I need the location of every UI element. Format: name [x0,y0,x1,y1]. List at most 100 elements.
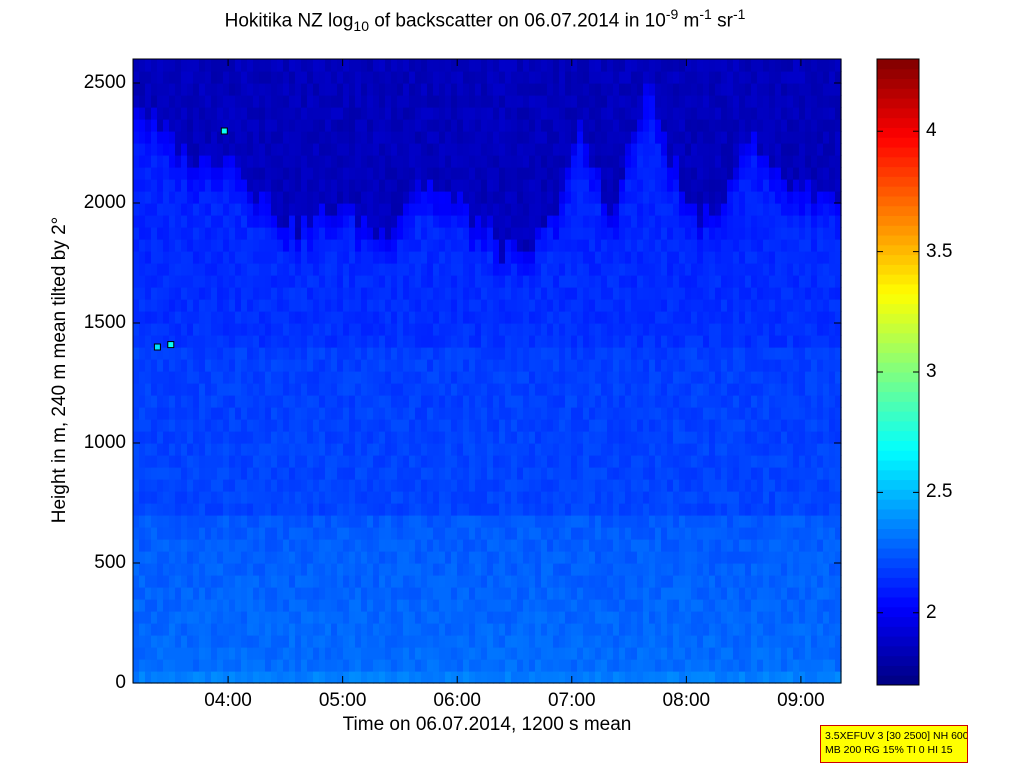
heatmap-cell [625,227,632,240]
heatmap-cell [451,431,458,444]
heatmap-cell [163,455,170,468]
heatmap-cell [337,551,344,564]
heatmap-cell [379,179,386,192]
heatmap-cell [511,167,518,180]
heatmap-cell [295,527,302,540]
heatmap-cell [367,251,374,264]
heatmap-cell [229,131,236,144]
heatmap-cell [637,215,644,228]
heatmap-cell [439,239,446,252]
heatmap-cell [553,359,560,372]
heatmap-cell [637,227,644,240]
heatmap-cell [475,467,482,480]
heatmap-cell [493,503,500,516]
heatmap-cell [169,491,176,504]
heatmap-cell [139,335,146,348]
heatmap-cell [361,551,368,564]
heatmap-cell [331,83,338,96]
heatmap-cell [499,431,506,444]
heatmap-cell [211,407,218,420]
heatmap-cell [331,179,338,192]
heatmap-cell [277,419,284,432]
heatmap-cell [133,443,140,456]
heatmap-cell [523,347,530,360]
heatmap-cell [421,539,428,552]
heatmap-cell [631,215,638,228]
heatmap-cell [163,323,170,336]
heatmap-cell [145,383,152,396]
heatmap-cell [703,431,710,444]
heatmap-cell [199,299,206,312]
heatmap-cell [643,467,650,480]
chart-title: Hokitika NZ log10 of backscatter on 06.0… [224,6,746,35]
heatmap-cell [271,587,278,600]
heatmap-cell [385,167,392,180]
heatmap-cell [535,347,542,360]
heatmap-cell [307,491,314,504]
heatmap-cell [619,551,626,564]
heatmap-cell [661,251,668,264]
heatmap-cell [661,83,668,96]
heatmap-cell [481,491,488,504]
heatmap-cell [565,71,572,84]
heatmap-cell [235,515,242,528]
heatmap-cell [223,455,230,468]
heatmap-cell [373,551,380,564]
heatmap-cell [277,167,284,180]
heatmap-cell [523,647,530,660]
heatmap-cell [277,359,284,372]
heatmap-cell [361,527,368,540]
heatmap-cell [703,239,710,252]
heatmap-cell [421,551,428,564]
heatmap-cell [667,335,674,348]
heatmap-cell [559,443,566,456]
heatmap-cell [247,263,254,276]
heatmap-cell [625,551,632,564]
heatmap-cell [541,551,548,564]
heatmap-cell [175,551,182,564]
heatmap-cell [685,323,692,336]
heatmap-cell [169,611,176,624]
heatmap-cell [337,239,344,252]
heatmap-cell [247,599,254,612]
heatmap-cell [289,323,296,336]
heatmap-cell [439,491,446,504]
heatmap-cell [571,167,578,180]
heatmap-cell [427,83,434,96]
heatmap-cell [403,443,410,456]
heatmap-cell [607,143,614,156]
heatmap-cell [385,83,392,96]
heatmap-cell [355,107,362,120]
heatmap-cell [223,335,230,348]
heatmap-cell [205,71,212,84]
heatmap-cell [643,239,650,252]
heatmap-cell [175,359,182,372]
heatmap-cell [499,83,506,96]
heatmap-cell [265,119,272,132]
heatmap-cell [175,107,182,120]
heatmap-cell [169,131,176,144]
heatmap-cell [607,299,614,312]
heatmap-cell [661,287,668,300]
heatmap-cell [325,467,332,480]
heatmap-cell [511,215,518,228]
heatmap-cell [187,647,194,660]
heatmap-cell [211,419,218,432]
heatmap-cell [613,203,620,216]
heatmap-cell [655,179,662,192]
heatmap-cell [289,419,296,432]
heatmap-cell [379,215,386,228]
heatmap-cell [601,515,608,528]
heatmap-cell [595,239,602,252]
heatmap-cell [187,659,194,672]
heatmap-cell [703,359,710,372]
heatmap-cell [541,155,548,168]
heatmap-cell [409,443,416,456]
heatmap-cell [247,167,254,180]
heatmap-cell [409,503,416,516]
heatmap-cell [433,203,440,216]
heatmap-cell [523,143,530,156]
heatmap-cell [553,323,560,336]
heatmap-cell [367,239,374,252]
heatmap-cell [367,635,374,648]
